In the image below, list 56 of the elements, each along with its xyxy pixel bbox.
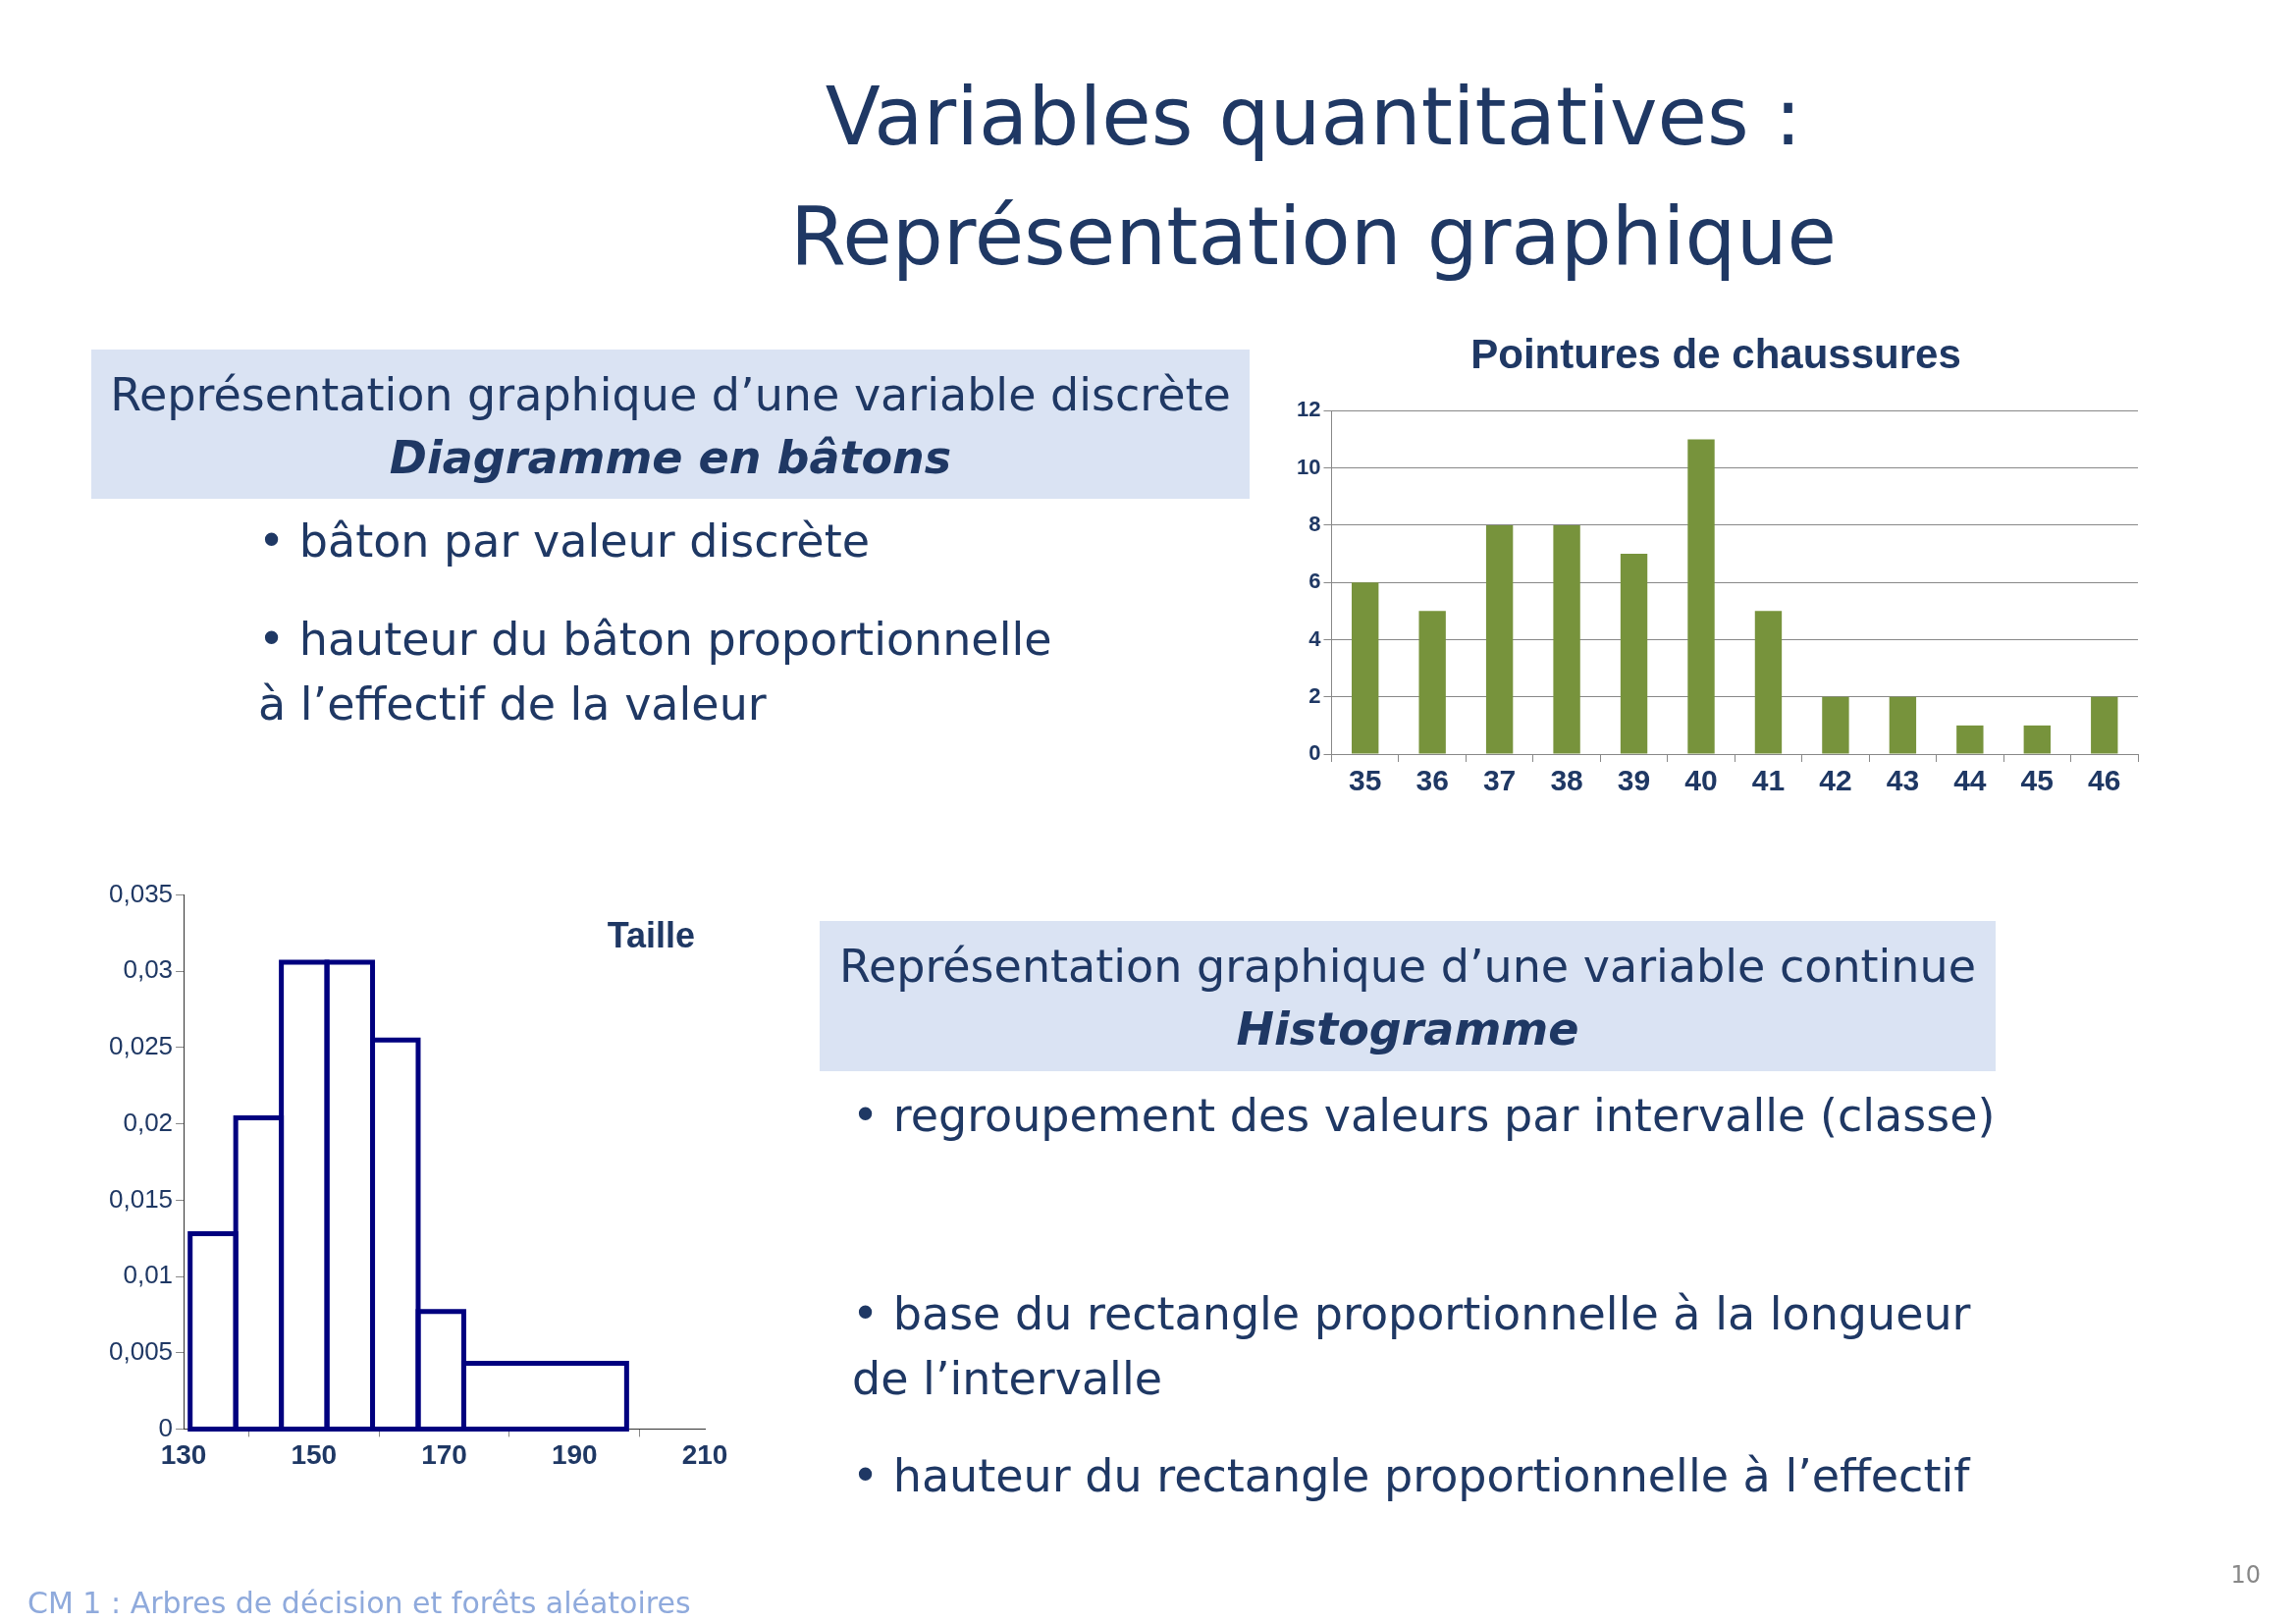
x-tick-label: 36 — [1415, 764, 1449, 797]
bar — [1687, 439, 1715, 754]
text: • regroupement des valeurs par intervalle (classe) — [852, 1088, 1997, 1144]
y-tick-label: 0 — [1308, 740, 1321, 766]
x-tick-label: 43 — [1886, 764, 1920, 797]
y-tick-label: 0,015 — [108, 1183, 174, 1214]
bar — [1553, 524, 1580, 754]
x-tick-label: 190 — [551, 1438, 598, 1470]
x-tick-label: 45 — [2020, 764, 2054, 797]
x-tick-label: 42 — [1819, 764, 1852, 797]
y-tick-label: 8 — [1308, 512, 1321, 536]
x-tick-label: 35 — [1349, 764, 1382, 797]
chart-title: Pointures de chaussures — [1470, 330, 1961, 377]
text: • bâton par valeur discrète — [258, 514, 871, 569]
bar — [1485, 524, 1514, 754]
bar — [1822, 696, 1849, 754]
y-tick-label: 0,03 — [123, 954, 174, 985]
y-tick-label: 10 — [1296, 454, 1321, 479]
bar — [1620, 554, 1648, 754]
y-tick-label: 0,02 — [123, 1107, 174, 1137]
bar — [1889, 696, 1917, 754]
text: • hauteur du bâton proportionnelle à l’effectif de la valeur — [258, 612, 1053, 732]
text: • base du rectangle proportionnelle à la longueur de l’intervalle — [852, 1286, 1972, 1407]
text: • hauteur du rectangle proportionnelle à l’effectif — [852, 1448, 1972, 1504]
bar — [2023, 725, 2051, 754]
text: 10 — [2230, 1561, 2261, 1589]
y-tick-label: 0,005 — [108, 1335, 174, 1366]
y-tick-label: 4 — [1308, 625, 1322, 651]
bar — [1956, 725, 1984, 754]
y-tick-label: 12 — [1296, 397, 1321, 422]
y-tick-label: 2 — [1308, 682, 1321, 708]
x-tick-label: 170 — [421, 1438, 467, 1470]
bar — [1418, 611, 1446, 754]
x-tick-label: 210 — [681, 1438, 728, 1470]
x-tick-label: 150 — [291, 1438, 338, 1470]
y-tick-label: 6 — [1308, 568, 1321, 594]
text: Histogramme — [1235, 1001, 1580, 1057]
bar — [1754, 611, 1783, 754]
x-tick-label: 44 — [1953, 764, 1987, 797]
bar — [2091, 696, 2118, 754]
text: Représentation graphique d’une variable continue — [838, 939, 1977, 995]
x-tick-label: 37 — [1482, 764, 1517, 797]
y-tick-label: 0,035 — [108, 878, 174, 908]
bar — [1352, 582, 1379, 754]
x-tick-label: 40 — [1684, 764, 1718, 797]
y-tick-label: 0,01 — [123, 1260, 174, 1290]
x-tick-label: 41 — [1751, 764, 1786, 797]
y-tick-label: 0,025 — [108, 1031, 174, 1061]
text: Diagramme en bâtons — [388, 430, 953, 486]
text: Taille — [607, 914, 695, 955]
text: Variables quantitatives : Représentation graphique — [788, 69, 1839, 285]
x-tick-label: 38 — [1550, 764, 1583, 797]
text: CM 1 : Arbres de décision et forêts aléatoires — [27, 1586, 691, 1617]
text: Représentation graphique d’une variable discrète — [109, 367, 1232, 423]
x-tick-label: 39 — [1617, 764, 1651, 797]
x-tick-label: 46 — [2088, 764, 2121, 797]
